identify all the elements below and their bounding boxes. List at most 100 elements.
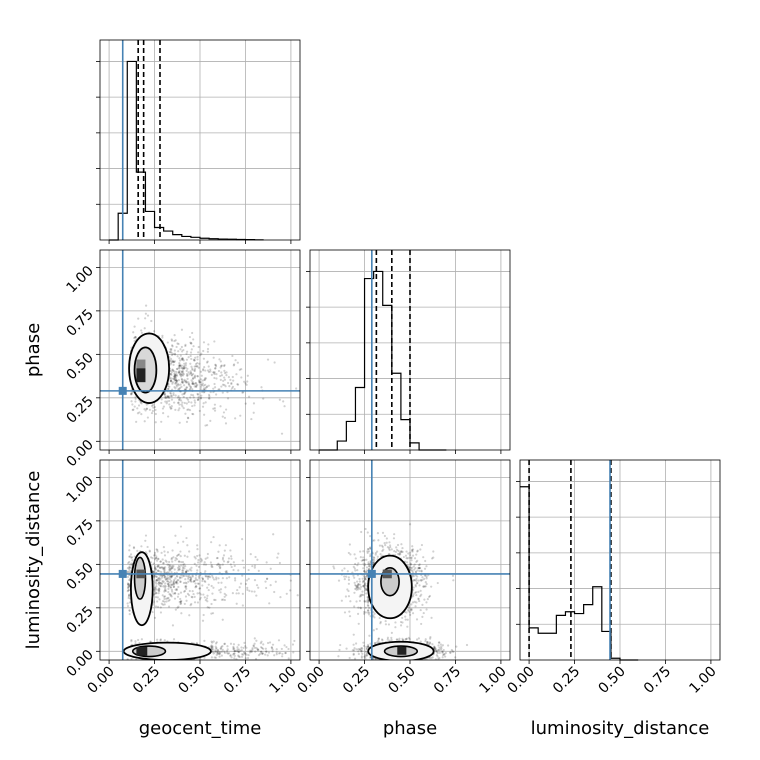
- sample-point: [363, 655, 366, 658]
- sample-point: [154, 590, 157, 593]
- sample-point: [127, 585, 130, 588]
- sample-point: [175, 554, 179, 558]
- sample-point: [187, 580, 190, 583]
- sample-point: [199, 354, 202, 357]
- sample-point: [137, 638, 140, 642]
- sample-point: [159, 582, 162, 585]
- sample-point: [173, 374, 177, 377]
- sample-point: [190, 372, 193, 375]
- sample-point: [173, 360, 176, 363]
- x-tick-label: 0.75: [221, 664, 254, 697]
- sample-point: [223, 549, 226, 552]
- sample-point: [204, 369, 207, 372]
- sample-point: [128, 565, 131, 568]
- sample-point: [435, 649, 438, 652]
- sample-point: [217, 563, 220, 566]
- sample-point: [163, 569, 166, 572]
- sample-point: [363, 563, 367, 566]
- sample-point: [152, 574, 155, 577]
- sample-point: [231, 592, 234, 595]
- sample-point: [166, 563, 169, 566]
- sample-point: [365, 600, 368, 603]
- sample-point: [363, 564, 366, 567]
- sample-point: [362, 644, 366, 647]
- sample-point: [433, 647, 437, 651]
- sample-point: [188, 335, 192, 339]
- sample-point: [174, 559, 177, 562]
- sample-point: [172, 392, 175, 395]
- sample-point: [206, 600, 209, 603]
- sample-point: [184, 581, 187, 584]
- sample-point: [154, 588, 157, 591]
- sample-point: [190, 602, 193, 606]
- sample-point: [206, 586, 209, 589]
- sample-point: [414, 566, 417, 570]
- sample-point: [373, 556, 376, 560]
- sample-point: [369, 535, 372, 538]
- sample-point: [177, 401, 180, 404]
- sample-point: [128, 568, 131, 571]
- sample-point: [241, 559, 244, 562]
- sample-point: [182, 569, 185, 572]
- sample-point: [216, 652, 219, 655]
- sample-point: [155, 579, 158, 582]
- sample-point: [185, 369, 188, 372]
- sample-point: [168, 350, 171, 354]
- sample-point: [156, 600, 159, 603]
- sample-point: [438, 641, 441, 644]
- sample-point: [245, 383, 248, 386]
- sample-point: [377, 539, 380, 542]
- sample-point: [356, 585, 359, 588]
- sample-point: [222, 379, 225, 382]
- sample-point: [163, 570, 166, 573]
- x-tick-label: 0.00: [505, 664, 538, 697]
- sample-point: [134, 640, 137, 643]
- sample-point: [169, 392, 173, 395]
- sample-point: [127, 595, 130, 598]
- sample-point: [425, 658, 428, 660]
- sample-point: [363, 610, 366, 614]
- sample-point: [338, 648, 341, 652]
- sample-point: [167, 387, 170, 391]
- sample-point: [170, 588, 173, 591]
- sample-point: [154, 586, 157, 589]
- sample-point: [193, 385, 196, 388]
- sample-point: [275, 651, 278, 654]
- sample-point: [212, 387, 215, 390]
- sample-point: [234, 649, 237, 653]
- sample-point: [216, 556, 219, 560]
- sample-point: [285, 645, 288, 649]
- sample-point: [241, 604, 244, 607]
- sample-point: [185, 386, 189, 389]
- sample-point: [172, 360, 175, 363]
- sample-point: [176, 575, 179, 578]
- sample-point: [213, 409, 217, 412]
- sample-point: [191, 331, 194, 335]
- sample-point: [386, 546, 390, 549]
- sample-point: [134, 335, 137, 339]
- sample-point: [388, 639, 391, 642]
- sample-point: [177, 569, 180, 572]
- sample-point: [407, 552, 410, 555]
- sample-point: [219, 360, 222, 363]
- sample-point: [218, 652, 221, 656]
- sample-point: [186, 416, 190, 419]
- sample-point: [241, 538, 244, 541]
- sample-point: [266, 654, 269, 657]
- sample-point: [132, 546, 136, 550]
- sample-point: [146, 416, 149, 419]
- sample-point: [130, 562, 133, 565]
- sample-point: [137, 404, 141, 407]
- sample-point: [393, 533, 396, 536]
- sample-point: [420, 579, 423, 582]
- sample-point: [428, 641, 432, 644]
- sample-point: [381, 545, 384, 549]
- sample-point: [159, 566, 162, 569]
- sample-point: [261, 652, 264, 655]
- sample-point: [189, 396, 192, 399]
- sample-point: [178, 362, 181, 365]
- sample-point: [158, 590, 161, 593]
- sample-point: [161, 581, 164, 584]
- sample-point: [170, 405, 173, 408]
- sample-point: [138, 641, 141, 645]
